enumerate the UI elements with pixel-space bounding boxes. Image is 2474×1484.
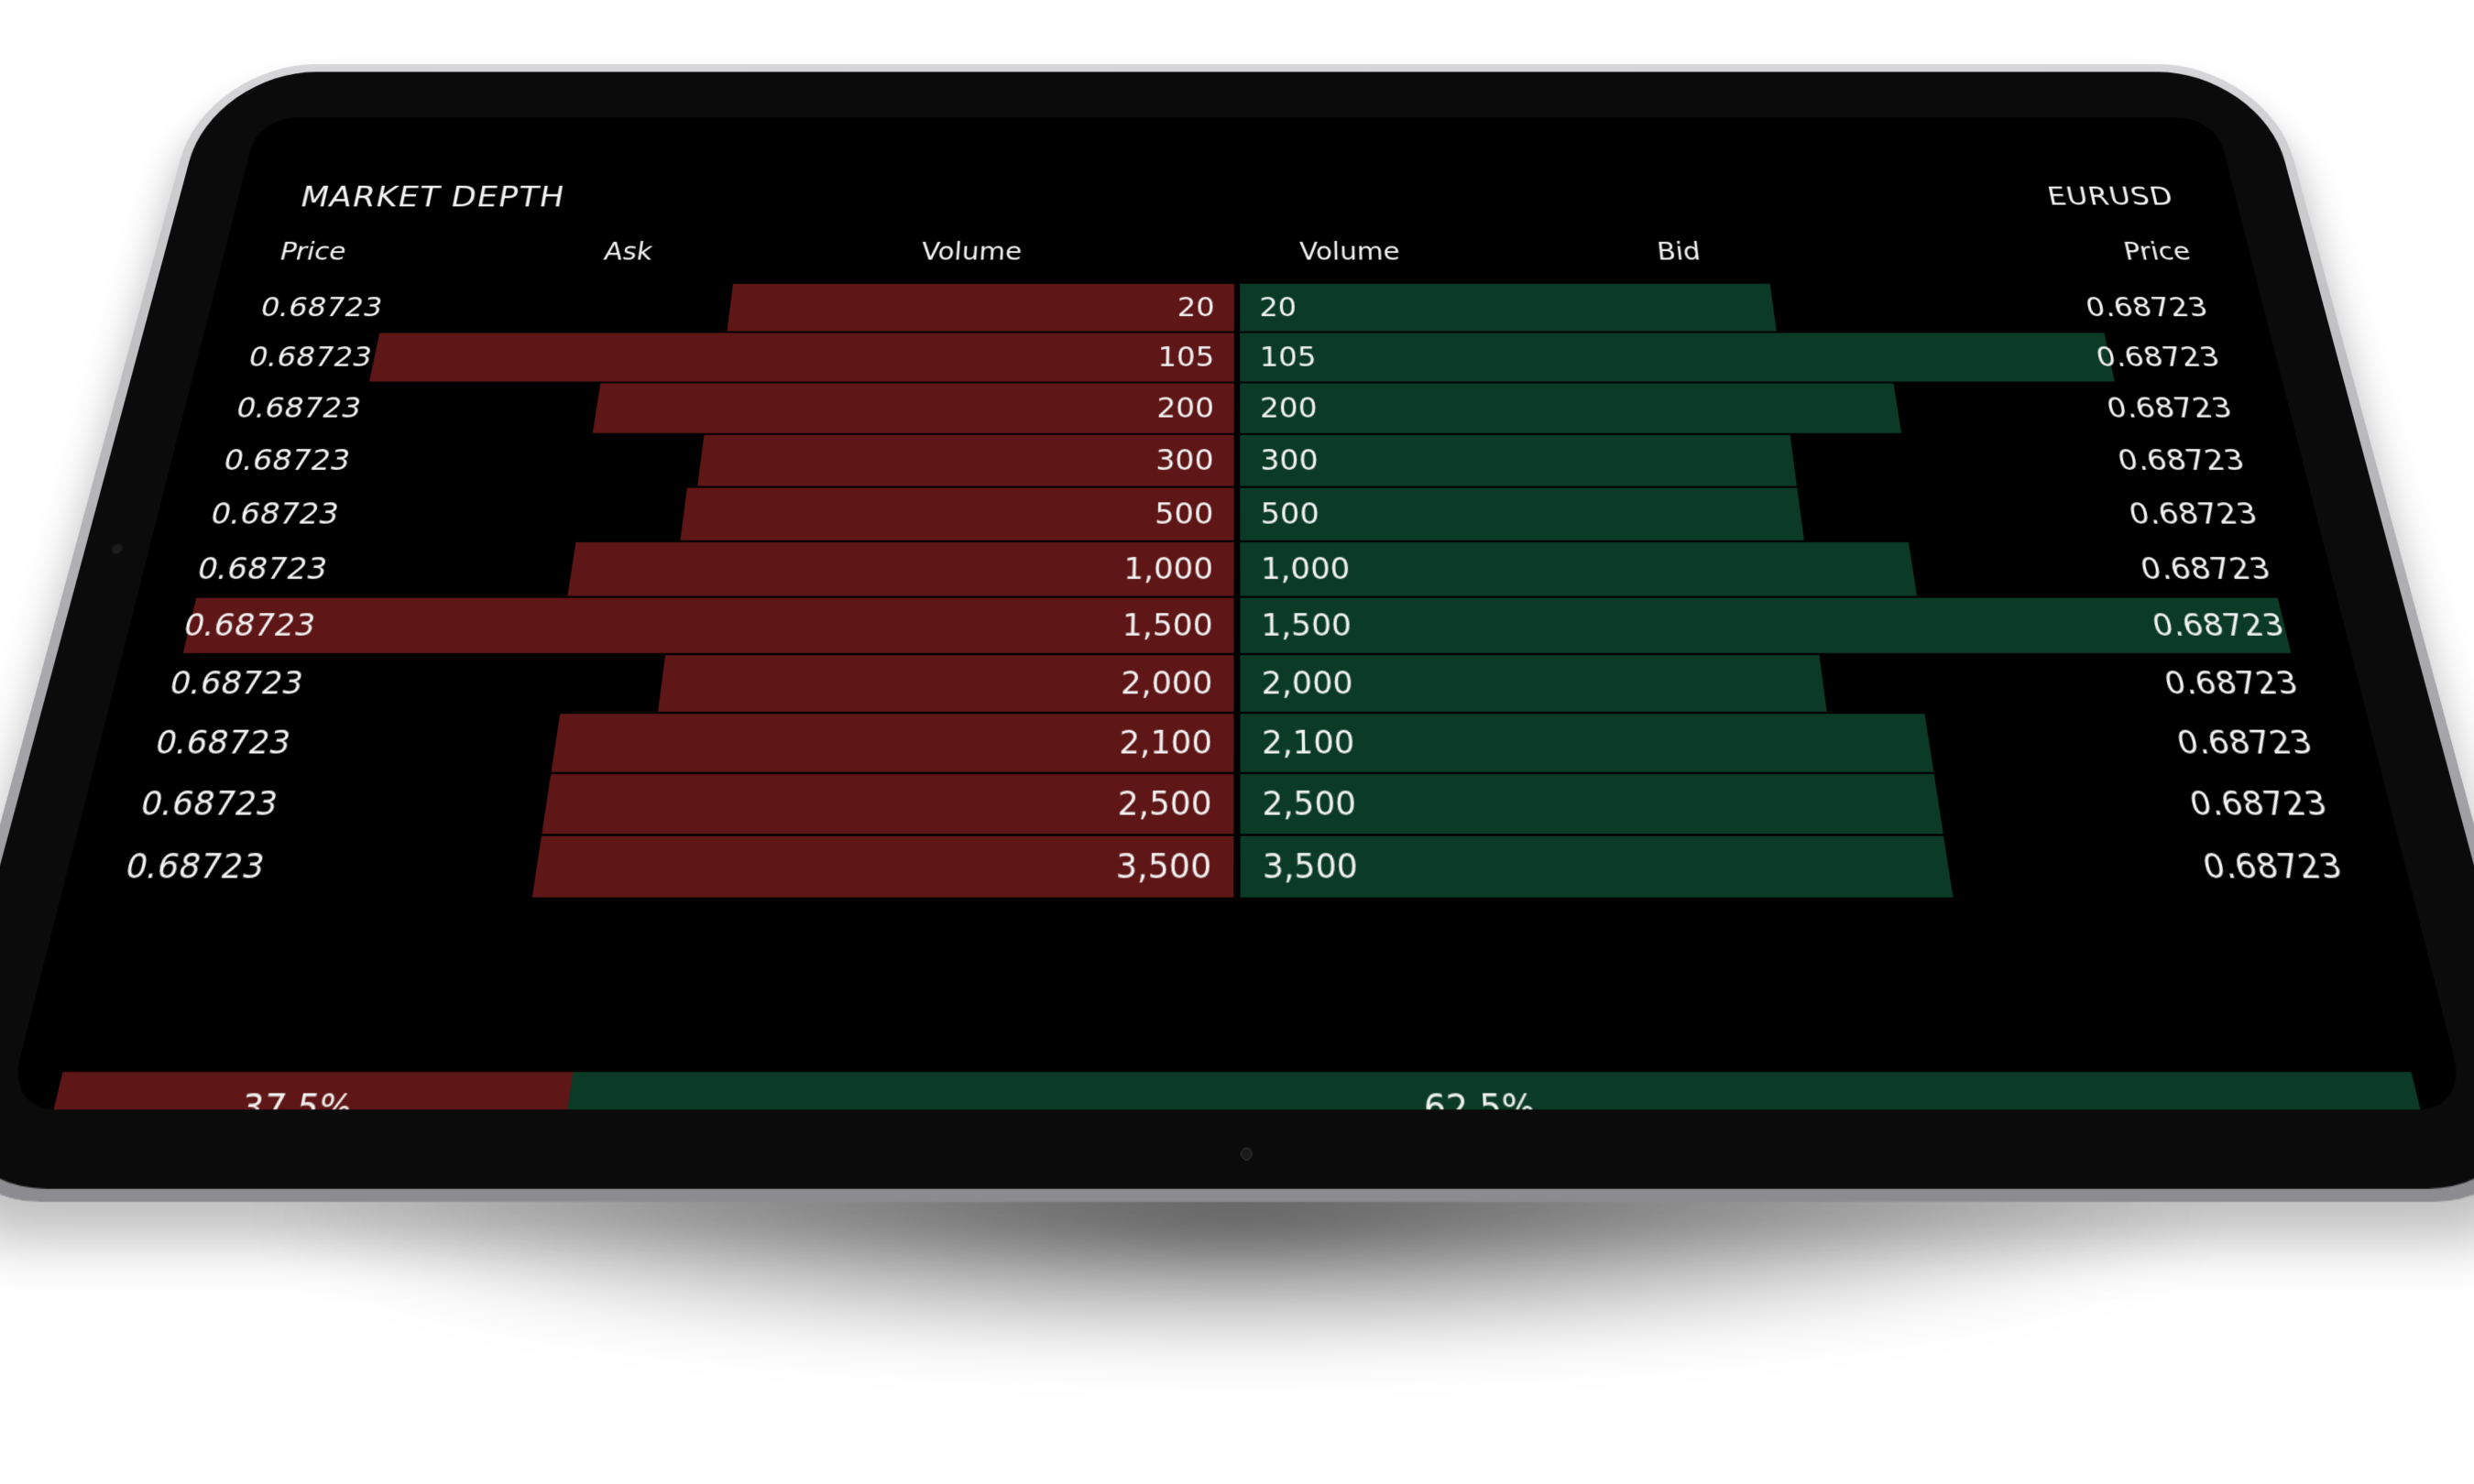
ask-volume-cell: 300 (1155, 444, 1214, 478)
bid-volume-cell: 200 (1259, 392, 1318, 425)
ask-volume-bar (182, 597, 1234, 653)
ask-volume-cell: 20 (1177, 292, 1215, 323)
bid-volume-bar (1240, 283, 1777, 332)
order-book-row[interactable]: 0.68723 3,500 3,500 0.68723 (60, 835, 2414, 900)
column-header-ask[interactable]: Ask (602, 237, 655, 267)
bid-price-cell: 0.68723 (2083, 292, 2211, 323)
ask-volume-bar (697, 434, 1234, 486)
order-book-row[interactable]: 0.68723 300 300 0.68723 (165, 434, 2310, 488)
ask-price-cell: 0.68723 (151, 724, 294, 763)
bid-price-cell: 0.68723 (2115, 444, 2249, 478)
bid-volume-cell: 20 (1259, 292, 1297, 323)
order-book: 0.68723 20 20 0.68723 0.68723 105 105 0.68723 0.… (35, 283, 2439, 998)
ask-price-cell: 0.68723 (257, 292, 386, 323)
bid-ratio-label: 62.5% (1423, 1086, 1537, 1110)
ask-volume-cell: 2,000 (1120, 665, 1213, 703)
bid-volume-cell: 105 (1259, 342, 1317, 374)
bid-volume-cell: 3,500 (1262, 846, 1359, 888)
ask-ratio-label: 37.5% (235, 1086, 356, 1110)
app-screen: MARKET DEPTH EURUSD Price Ask Volume Vol… (6, 117, 2468, 1110)
ask-bid-ratio-bar: 37.5% 62.5% (44, 1072, 2430, 1110)
order-book-row[interactable]: 0.68723 2,500 2,500 0.68723 (76, 774, 2398, 836)
bid-price-cell: 0.68723 (2149, 607, 2288, 644)
ask-price-cell: 0.68723 (137, 785, 281, 824)
bid-price-cell: 0.68723 (2186, 785, 2331, 824)
bid-volume-bar (1240, 487, 1804, 540)
bid-volume-cell: 300 (1260, 444, 1319, 478)
tablet-frame: MARKET DEPTH EURUSD Price Ask Volume Vol… (0, 64, 2474, 1203)
ask-volume-cell: 500 (1154, 497, 1214, 532)
bid-volume-cell: 500 (1260, 497, 1320, 532)
bid-price-cell: 0.68723 (2104, 392, 2236, 425)
order-book-row[interactable]: 0.68723 2,000 2,000 0.68723 (107, 655, 2367, 714)
ask-price-cell: 0.68723 (206, 497, 343, 532)
ask-price-cell: 0.68723 (233, 392, 365, 425)
ask-volume-cell: 1,500 (1122, 607, 1213, 644)
bid-price-cell: 0.68723 (2173, 724, 2316, 763)
ask-volume-cell: 3,500 (1115, 846, 1212, 888)
bid-price-cell: 0.68723 (2093, 342, 2223, 374)
bid-price-cell: 0.68723 (2161, 665, 2302, 703)
column-header-bid-volume[interactable]: Volume (1298, 237, 1401, 267)
ask-volume-cell: 105 (1157, 342, 1215, 374)
ask-volume-cell: 1,000 (1123, 551, 1214, 587)
ask-volume-bar (592, 383, 1234, 433)
order-book-row[interactable]: 0.68723 20 20 0.68723 (204, 283, 2271, 333)
bid-volume-cell: 2,000 (1261, 665, 1354, 703)
ask-volume-cell: 200 (1156, 392, 1215, 425)
ask-price-cell: 0.68723 (180, 607, 319, 644)
camera-sensor-icon (110, 544, 124, 554)
order-book-row[interactable]: 0.68723 500 500 0.68723 (151, 487, 2324, 542)
bid-volume-cell: 1,500 (1261, 607, 1352, 644)
bid-volume-cell: 2,100 (1261, 724, 1355, 763)
column-header-bid[interactable]: Bid (1655, 237, 1702, 267)
ask-price-cell: 0.68723 (166, 665, 307, 703)
ask-volume-cell: 2,100 (1119, 724, 1213, 763)
bid-price-cell: 0.68723 (2199, 846, 2347, 888)
column-header-bid-price[interactable]: Price (2120, 237, 2194, 267)
bid-volume-bar (1240, 383, 1902, 433)
ask-volume-bar (680, 487, 1234, 540)
order-book-row[interactable]: 0.68723 1,500 1,500 0.68723 (122, 597, 2351, 655)
bid-volume-bar (1240, 434, 1798, 486)
order-book-row[interactable]: 0.68723 105 105 0.68723 (192, 333, 2283, 383)
page-title: MARKET DEPTH (297, 180, 568, 214)
bid-price-cell: 0.68723 (2126, 497, 2261, 532)
bid-volume-bar (1240, 333, 2115, 382)
ask-price-cell: 0.68723 (245, 342, 376, 374)
order-book-row[interactable]: 0.68723 200 200 0.68723 (178, 383, 2295, 434)
bid-volume-cell: 1,000 (1260, 551, 1351, 587)
bid-volume-cell: 2,500 (1262, 785, 1357, 824)
symbol-label: EURUSD (2044, 182, 2177, 212)
tablet-bezel: MARKET DEPTH EURUSD Price Ask Volume Vol… (0, 71, 2474, 1189)
ask-price-cell: 0.68723 (220, 444, 354, 478)
column-header-ask-volume[interactable]: Volume (920, 237, 1023, 267)
ask-price-cell: 0.68723 (193, 551, 331, 587)
home-indicator-dot-icon (1240, 1147, 1253, 1161)
bid-price-cell: 0.68723 (2137, 551, 2274, 587)
ask-price-cell: 0.68723 (121, 846, 268, 888)
order-book-row[interactable]: 0.68723 1,000 1,000 0.68723 (137, 541, 2337, 598)
bid-volume-bar (1240, 597, 2292, 653)
order-book-row[interactable]: 0.68723 2,100 2,100 0.68723 (92, 714, 2381, 774)
ask-volume-bar (369, 333, 1234, 382)
column-header-ask-price[interactable]: Price (277, 237, 350, 267)
ask-volume-cell: 2,500 (1117, 785, 1212, 824)
ask-volume-bar (727, 283, 1234, 332)
